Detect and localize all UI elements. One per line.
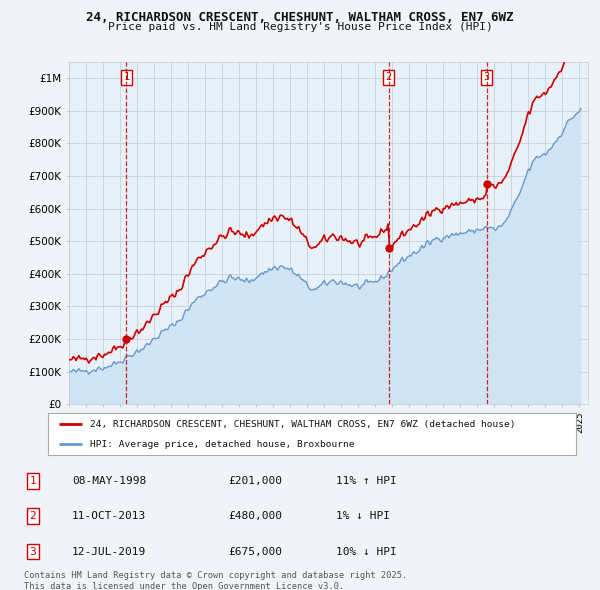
- Text: 3: 3: [29, 547, 37, 556]
- Text: HPI: Average price, detached house, Broxbourne: HPI: Average price, detached house, Brox…: [90, 440, 355, 448]
- Text: 11% ↑ HPI: 11% ↑ HPI: [336, 476, 397, 486]
- Text: Contains HM Land Registry data © Crown copyright and database right 2025.
This d: Contains HM Land Registry data © Crown c…: [24, 571, 407, 590]
- Text: 12-JUL-2019: 12-JUL-2019: [72, 547, 146, 556]
- Text: 3: 3: [484, 73, 490, 83]
- Text: 24, RICHARDSON CRESCENT, CHESHUNT, WALTHAM CROSS, EN7 6WZ (detached house): 24, RICHARDSON CRESCENT, CHESHUNT, WALTH…: [90, 420, 516, 429]
- Text: £480,000: £480,000: [228, 512, 282, 521]
- Text: £675,000: £675,000: [228, 547, 282, 556]
- Text: 1% ↓ HPI: 1% ↓ HPI: [336, 512, 390, 521]
- Text: 10% ↓ HPI: 10% ↓ HPI: [336, 547, 397, 556]
- Text: 2: 2: [386, 73, 392, 83]
- Text: 08-MAY-1998: 08-MAY-1998: [72, 476, 146, 486]
- Text: Price paid vs. HM Land Registry's House Price Index (HPI): Price paid vs. HM Land Registry's House …: [107, 22, 493, 32]
- Text: 11-OCT-2013: 11-OCT-2013: [72, 512, 146, 521]
- Text: 24, RICHARDSON CRESCENT, CHESHUNT, WALTHAM CROSS, EN7 6WZ: 24, RICHARDSON CRESCENT, CHESHUNT, WALTH…: [86, 11, 514, 24]
- Text: 1: 1: [123, 73, 130, 83]
- Text: £201,000: £201,000: [228, 476, 282, 486]
- Text: 2: 2: [29, 512, 37, 521]
- Text: 1: 1: [29, 476, 37, 486]
